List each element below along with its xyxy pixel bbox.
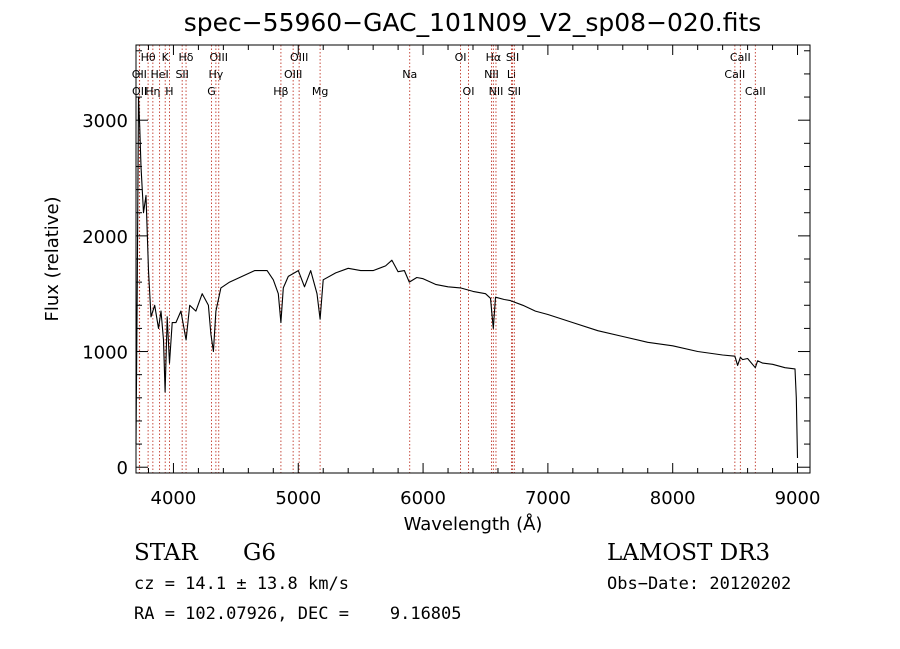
line-label-26: CaII xyxy=(724,68,745,81)
line-label-5: K xyxy=(162,51,170,64)
x-tick-label-8000: 8000 xyxy=(650,488,696,509)
x-tick-label-6000: 6000 xyxy=(400,488,446,509)
line-label-19: Hα xyxy=(486,51,502,64)
spectrum-line xyxy=(135,96,799,459)
line-label-20: NII xyxy=(484,68,499,81)
line-label-18: OI xyxy=(463,85,475,98)
line-label-3: Hη xyxy=(145,85,160,98)
y-tick-label-2000: 2000 xyxy=(82,227,128,248)
line-label-13: OIII xyxy=(290,51,308,64)
x-axis-title: Wavelength (Å) xyxy=(404,513,543,535)
line-label-17: OI xyxy=(455,51,467,64)
chart-title: spec−55960−GAC_101N09_V2_sp08−020.fits xyxy=(183,8,762,37)
line-label-16: Na xyxy=(402,68,417,81)
line-label-22: SII xyxy=(506,51,519,64)
x-tick-label-4000: 4000 xyxy=(151,488,197,509)
observation-date: Obs−Date: 20120202 xyxy=(607,574,792,594)
redshift-cz: cz = 14.1 ± 13.8 km/s xyxy=(134,574,349,594)
line-label-7: SII xyxy=(175,68,188,81)
line-label-21: NII xyxy=(489,85,504,98)
object-subclass: G6 xyxy=(243,540,277,566)
line-label-9: OIII xyxy=(210,51,228,64)
line-label-6: H xyxy=(165,85,173,98)
object-class: STAR xyxy=(134,540,198,566)
line-label-12: Hβ xyxy=(273,85,288,98)
survey-name: LAMOST DR3 xyxy=(607,540,771,566)
line-label-23: Li xyxy=(507,68,516,81)
y-tick-label-1000: 1000 xyxy=(82,343,128,364)
sky-coordinates: RA = 102.07926, DEC = 9.16805 xyxy=(134,604,462,624)
line-label-27: CaII xyxy=(745,85,766,98)
line-label-24: SII xyxy=(508,85,521,98)
x-tick-label-9000: 9000 xyxy=(775,488,821,509)
line-label-15: Mg xyxy=(312,85,328,98)
line-label-8: Hδ xyxy=(179,51,194,64)
y-axis-title: Flux (relative) xyxy=(42,196,63,321)
line-label-4: HeI xyxy=(150,68,168,81)
line-label-11: G xyxy=(207,85,216,98)
x-tick-label-5000: 5000 xyxy=(275,488,321,509)
line-label-25: CaII xyxy=(730,51,751,64)
line-label-10: Hγ xyxy=(208,68,223,81)
line-label-0: Hθ xyxy=(141,51,156,64)
y-tick-label-3000: 3000 xyxy=(82,111,128,132)
line-label-14: OIII xyxy=(284,68,302,81)
x-tick-label-7000: 7000 xyxy=(525,488,571,509)
y-tick-label-0: 0 xyxy=(117,458,128,479)
plot-frame xyxy=(135,44,811,474)
